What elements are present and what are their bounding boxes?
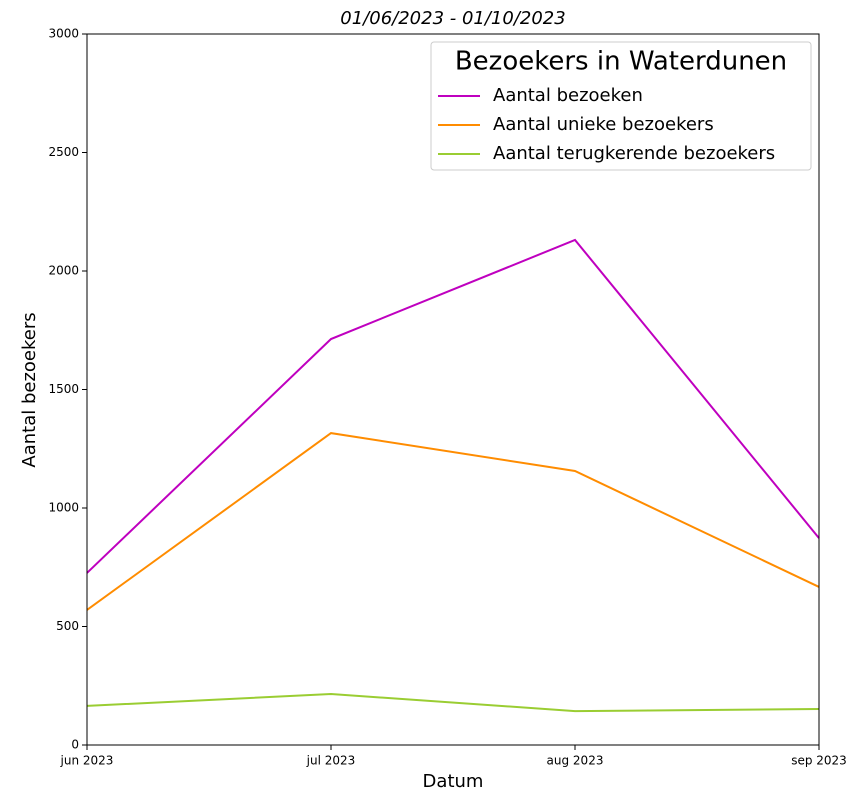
chart-title: 01/06/2023 - 01/10/2023 <box>340 8 565 29</box>
x-axis-label: Datum <box>423 771 484 792</box>
y-tick-label: 2000 <box>48 264 79 278</box>
series-line <box>86 238 820 574</box>
y-tick-label: 2500 <box>48 145 79 159</box>
series-line <box>86 693 820 713</box>
legend-label: Aantal unieke bezoekers <box>493 114 714 135</box>
y-axis-label: Aantal bezoekers <box>19 312 40 467</box>
y-tick-label: 1500 <box>48 382 79 396</box>
y-tick-label: 0 <box>71 738 79 752</box>
y-tick-label: 3000 <box>48 27 79 41</box>
legend-box <box>430 41 812 171</box>
legend-label: Aantal bezoeken <box>493 85 643 106</box>
x-tick-label: sep 2023 <box>791 754 847 768</box>
x-tick-label: jun 2023 <box>60 754 114 768</box>
series-line <box>86 432 820 611</box>
x-tick-label: aug 2023 <box>547 754 604 768</box>
x-tick-label: jul 2023 <box>306 754 356 768</box>
legend-label: Aantal terugkerende bezoekers <box>493 143 775 164</box>
y-tick-label: 1000 <box>48 501 79 515</box>
legend-title: Bezoekers in Waterdunen <box>455 47 787 77</box>
plot-frame <box>86 33 820 746</box>
y-tick-label: 500 <box>56 619 79 633</box>
